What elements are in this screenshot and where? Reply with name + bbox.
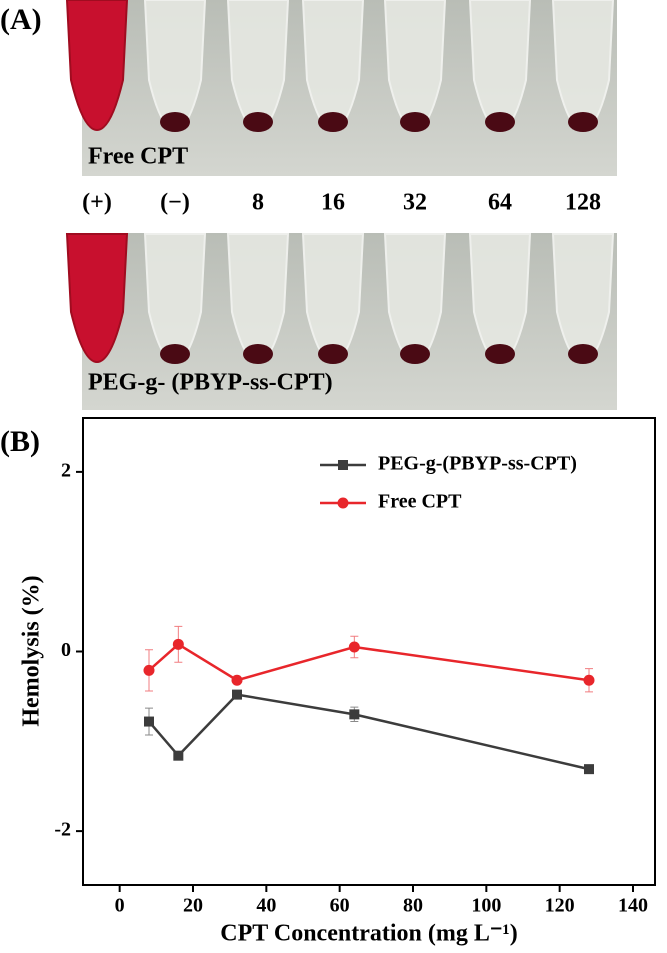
series-line (148, 693, 590, 771)
pellet (485, 112, 515, 132)
x-tick-label: 80 (403, 895, 423, 917)
marker (173, 750, 184, 761)
tube (65, 233, 129, 364)
marker (172, 638, 184, 650)
legend-label: PEG-g-(PBYP-ss-CPT) (378, 453, 577, 475)
tubes (65, 0, 615, 364)
marker (144, 716, 154, 727)
pellet (318, 112, 348, 132)
y-tick-label: -2 (54, 819, 71, 841)
x-tick-label: 140 (618, 895, 648, 917)
x-tick-label: 120 (545, 895, 575, 917)
legend-label: Free CPT (378, 491, 462, 513)
y-axis-label: Hemolysis (%) (19, 575, 45, 726)
pellet (400, 344, 430, 364)
x-axis-label: CPT Concentration (mg L⁻¹) (220, 921, 517, 947)
x-tick-label: 0 (115, 895, 125, 917)
pellet (568, 112, 598, 132)
pellet (243, 344, 273, 364)
x-tick-label: 60 (330, 895, 350, 917)
x-tick-label: 40 (256, 895, 276, 917)
tube (65, 0, 129, 132)
pellet (400, 112, 430, 132)
marker (583, 674, 595, 686)
pellet (160, 112, 190, 132)
marker (143, 664, 155, 676)
lane-label: 16 (321, 190, 345, 216)
lane-label: 128 (565, 190, 601, 216)
marker (349, 709, 360, 720)
legend-marker (338, 460, 348, 470)
series-line (148, 642, 590, 682)
caption: PEG-g- (PBYP-ss-CPT) (88, 370, 333, 396)
x-tick-label: 100 (471, 895, 501, 917)
x-tick-label: 20 (183, 895, 203, 917)
pellet (160, 344, 190, 364)
pellet (568, 344, 598, 364)
lane-label: 64 (488, 190, 512, 216)
pellet (318, 344, 348, 364)
legend-marker (337, 497, 349, 509)
y-tick-label: 2 (61, 459, 71, 481)
y-tick-label: 0 (61, 639, 71, 661)
pellet (243, 112, 273, 132)
marker (348, 641, 360, 653)
panel-label: (B) (0, 425, 40, 458)
pellet (485, 344, 515, 364)
lane-label: (+) (82, 190, 112, 216)
lane-label: 8 (252, 190, 264, 216)
marker (584, 764, 594, 775)
lane-label: 32 (403, 190, 427, 216)
caption: Free CPT (88, 144, 188, 170)
lane-label: (−) (160, 190, 190, 216)
marker (232, 689, 242, 700)
marker (231, 674, 243, 686)
panel-label: (A) (0, 3, 42, 36)
